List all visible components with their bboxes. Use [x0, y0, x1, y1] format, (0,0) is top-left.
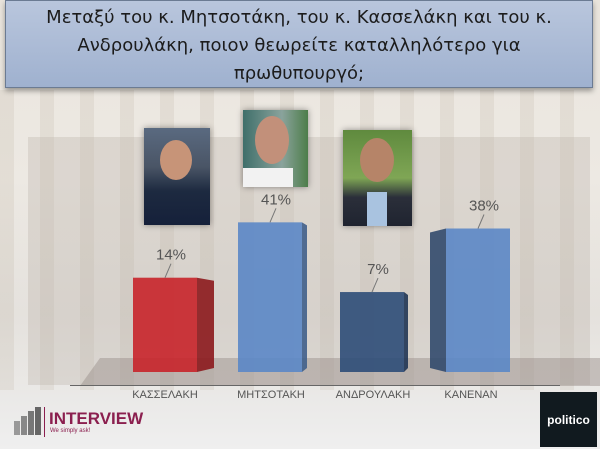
category-label: ΚΑΝΕΝΑΝ	[444, 389, 498, 401]
bar-side	[404, 292, 408, 372]
question-title: Μεταξύ του κ. Μητσοτάκη, του κ. Κασσελάκ…	[5, 0, 593, 88]
bar-side	[302, 222, 307, 372]
title-line: πρωθυπουργό;	[233, 63, 365, 84]
label-leader	[371, 277, 379, 293]
photo-androulakis	[343, 130, 412, 226]
chart-baseline	[70, 385, 560, 386]
bar	[133, 277, 197, 372]
data-label: 7%	[367, 261, 389, 278]
title-line: Μεταξύ του κ. Μητσοτάκη, του κ. Κασσελάκ…	[46, 7, 552, 28]
bar	[238, 222, 302, 372]
category-label: ΑΝΔΡΟΥΛΑΚΗ	[335, 389, 411, 401]
interview-wordmark: INTERVIEW	[49, 409, 144, 428]
data-label: 14%	[156, 247, 186, 264]
politico-wordmark: politico	[547, 412, 590, 427]
photo-mitsotakis	[243, 110, 308, 187]
category-label: ΚΑΣΣΕΛΑΚΗ	[132, 389, 198, 401]
bar-side	[197, 277, 214, 372]
label-leader	[269, 208, 277, 223]
bar-side	[430, 228, 446, 372]
photo-kasselakis	[144, 128, 210, 225]
title-line: Ανδρουλάκη, ποιον θεωρείτε καταλληλότερο…	[77, 35, 521, 56]
bar	[340, 292, 404, 372]
interview-tagline: We simply ask!	[50, 428, 91, 434]
interview-logo-icon	[14, 407, 41, 435]
bar	[446, 228, 510, 372]
category-label: ΜΗΤΣΟΤΑΚΗ	[237, 389, 305, 401]
politico-logo: politico	[540, 392, 597, 447]
label-leader	[164, 263, 172, 278]
label-leader	[477, 214, 485, 229]
data-label: 41%	[261, 191, 291, 208]
data-label: 38%	[469, 198, 499, 215]
